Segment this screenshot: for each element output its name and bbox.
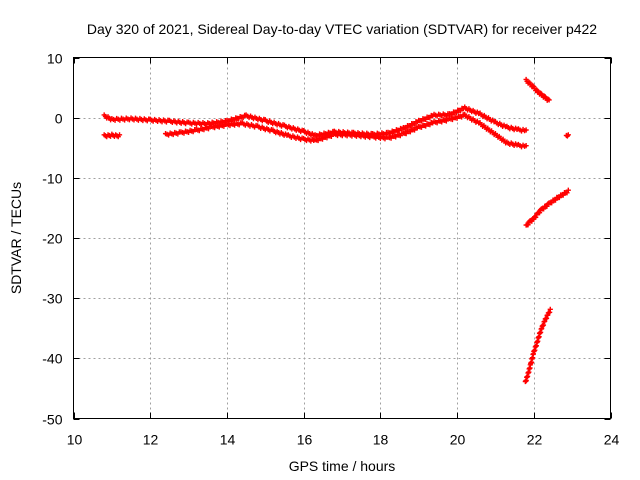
y-tick-label: -50 xyxy=(42,412,62,428)
series-track-late-mid xyxy=(523,187,571,228)
x-tick-label: 18 xyxy=(373,432,389,448)
data-point xyxy=(544,203,550,209)
data-points xyxy=(101,76,571,385)
data-point xyxy=(565,132,571,138)
data-point xyxy=(545,96,551,102)
data-point xyxy=(565,187,571,193)
data-point xyxy=(523,127,529,133)
series-track-main-lower xyxy=(162,111,529,150)
chart-title: Day 320 of 2021, Sidereal Day-to-day VTE… xyxy=(87,21,597,37)
data-point xyxy=(549,200,555,206)
x-tick-label: 14 xyxy=(220,432,236,448)
x-axis-label: GPS time / hours xyxy=(289,458,396,474)
data-point xyxy=(530,83,536,89)
series-track-early-low xyxy=(101,131,123,140)
x-tick-label: 16 xyxy=(297,432,313,448)
x-tick-label: 20 xyxy=(450,432,466,448)
x-tick-label: 10 xyxy=(67,432,83,448)
data-point xyxy=(564,190,570,196)
x-tick-label: 22 xyxy=(527,432,543,448)
tick-labels: 10 12 14 16 18 20 22 24 10 0 -10 -20 -30 -40 -50 xyxy=(42,51,619,448)
y-tick-label: -20 xyxy=(42,231,62,247)
series-track-late-isolated xyxy=(563,132,571,139)
y-tick-label: -40 xyxy=(42,351,62,367)
data-point xyxy=(546,97,552,103)
data-point xyxy=(525,222,531,228)
data-point xyxy=(552,197,559,203)
data-point xyxy=(116,132,123,138)
plot-frame xyxy=(73,57,611,419)
series-track-late-rising xyxy=(523,76,552,103)
y-tick-label: -30 xyxy=(42,291,62,307)
y-axis-label: SDTVAR / TECUs xyxy=(8,182,24,294)
data-point xyxy=(556,194,562,201)
axis-ticks xyxy=(73,57,612,420)
y-tick-label: 0 xyxy=(55,111,63,127)
data-point xyxy=(547,306,553,312)
series-track-late-deep xyxy=(522,306,553,385)
data-point xyxy=(560,192,566,198)
data-point xyxy=(529,218,535,224)
data-point xyxy=(523,143,529,149)
data-point xyxy=(533,214,539,220)
x-tick-label: 24 xyxy=(604,432,620,448)
data-point xyxy=(541,206,547,212)
series-track-main-upper xyxy=(101,104,529,139)
data-point xyxy=(536,210,543,216)
y-tick-label: -10 xyxy=(42,171,62,187)
y-tick-label: 10 xyxy=(47,51,63,67)
data-point xyxy=(526,79,532,85)
x-tick-label: 12 xyxy=(143,432,159,448)
